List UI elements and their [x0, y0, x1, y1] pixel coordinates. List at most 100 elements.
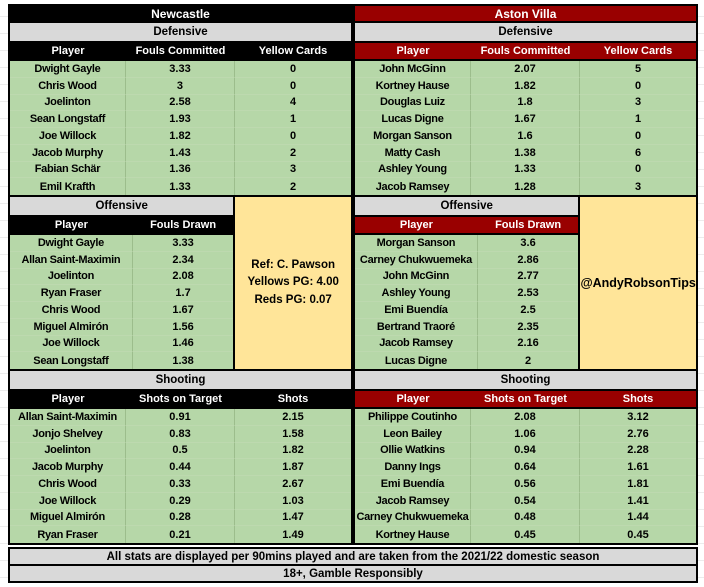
table-row: Sean Longstaff 1.38 — [10, 352, 234, 369]
table-row: John McGinn 2.77 — [355, 268, 579, 286]
twitter-handle: @AndyRobsonTips — [580, 275, 696, 290]
player-name-cell: Joe Willock — [10, 128, 126, 145]
table-row: Chris Wood 3 0 — [10, 77, 351, 95]
stat-value-cell: 0 — [580, 161, 696, 179]
stat-value-cell: 1.33 — [125, 178, 236, 195]
player-name-cell: Carney Chukwuemeka — [355, 251, 478, 269]
table-row: Chris Wood 0.33 2.67 — [10, 476, 351, 493]
shooting-column-headers: Player Shots on Target Shots — [355, 389, 696, 409]
player-name-cell: Jacob Ramsey — [355, 178, 471, 195]
twitter-handle-box: @AndyRobsonTips — [578, 197, 696, 369]
column-header-fouls-committed: Fouls Committed — [480, 45, 571, 57]
stat-value-cell: 3.12 — [580, 409, 696, 426]
newcastle-defensive-section: Defensive Player Fouls Committed Yellow … — [8, 21, 353, 197]
stat-value-cell: 0 — [235, 77, 351, 95]
player-name-cell: Joelinton — [10, 442, 126, 460]
stat-value-cell: 0.54 — [470, 492, 581, 510]
offensive-table-body: Morgan Sanson 3.6 Carney Chukwuemeka 2.86 Jo… — [355, 235, 579, 369]
stat-value-cell: 1.41 — [580, 492, 696, 510]
stat-value-cell: 0 — [580, 128, 696, 145]
stat-value-cell: 2.35 — [477, 318, 579, 336]
shooting-section-title: Shooting — [10, 371, 351, 389]
stat-value-cell: 1.06 — [470, 425, 581, 443]
stat-value-cell: 0.91 — [125, 409, 236, 426]
stat-value-cell: 2.86 — [477, 251, 579, 269]
stat-value-cell: 3.33 — [132, 235, 234, 252]
table-row: Miguel Almirón 1.56 — [10, 318, 234, 336]
column-header-fouls-drawn: Fouls Drawn — [150, 219, 217, 231]
player-name-cell: Ashley Young — [355, 161, 471, 179]
stat-value-cell: 3 — [235, 161, 351, 179]
referee-info-box: Ref: C. Pawson Yellows PG: 4.00 Reds PG:… — [233, 197, 351, 369]
stat-value-cell: 3.6 — [477, 235, 579, 252]
column-header-fouls-committed: Fouls Committed — [135, 45, 226, 57]
player-name-cell: Leon Bailey — [355, 425, 471, 443]
player-name-cell: Danny Ings — [355, 459, 471, 476]
aston-villa-table: Aston Villa Defensive Player Fouls Commi… — [353, 4, 698, 549]
stat-value-cell: 0.64 — [470, 459, 581, 476]
table-row: Ryan Fraser 0.21 1.49 — [10, 526, 351, 543]
stat-value-cell: 0.45 — [580, 526, 696, 543]
table-row: Ryan Fraser 1.7 — [10, 285, 234, 302]
table-row: Ollie Watkins 0.94 2.28 — [355, 442, 696, 460]
stat-value-cell: 0.5 — [125, 442, 236, 460]
shooting-table-body: Allan Saint-Maximin 0.91 2.15 Jonjo Shelvey… — [10, 409, 351, 543]
table-row: Emi Buendía 0.56 1.81 — [355, 476, 696, 493]
player-name-cell: Jacob Ramsey — [355, 335, 478, 353]
offensive-column-headers: Player Fouls Drawn — [355, 215, 579, 235]
column-header-yellow-cards: Yellow Cards — [603, 45, 673, 57]
player-name-cell: Douglas Luiz — [355, 94, 471, 112]
stat-value-cell: 1 — [580, 111, 696, 128]
player-name-cell: Jacob Murphy — [10, 144, 126, 162]
player-name-cell: Emi Buendía — [355, 476, 471, 493]
player-name-cell: Sean Longstaff — [10, 111, 126, 128]
player-name-cell: Joe Willock — [10, 335, 133, 353]
stat-value-cell: 1.67 — [470, 111, 581, 128]
stat-value-cell: 2.67 — [235, 476, 351, 493]
ref-name: Ref: C. Pawson — [251, 259, 336, 272]
player-name-cell: Dwight Gayle — [10, 61, 126, 78]
stat-value-cell: 0.83 — [125, 425, 236, 443]
player-name-cell: Ryan Fraser — [10, 285, 133, 302]
stat-value-cell: 1.82 — [470, 77, 581, 95]
stat-value-cell: 0 — [235, 128, 351, 145]
stat-value-cell: 1.61 — [580, 459, 696, 476]
stat-value-cell: 0 — [580, 77, 696, 95]
player-name-cell: Carney Chukwuemeka — [355, 509, 471, 527]
player-name-cell: Dwight Gayle — [10, 235, 133, 252]
stat-value-cell: 4 — [235, 94, 351, 112]
player-name-cell: Kortney Hause — [355, 526, 471, 543]
defensive-column-headers: Player Fouls Committed Yellow Cards — [10, 41, 351, 61]
player-name-cell: Ollie Watkins — [355, 442, 471, 460]
player-name-cell: Kortney Hause — [355, 77, 471, 95]
defensive-section-title: Defensive — [355, 23, 696, 41]
stat-value-cell: 1.56 — [132, 318, 234, 336]
stats-sheet: Newcastle Defensive Player Fouls Committ… — [8, 4, 698, 583]
table-row: Bertrand Traoré 2.35 — [355, 318, 579, 336]
villa-shooting-section: Shooting Player Shots on Target Shots Ph… — [353, 369, 698, 545]
table-row: Jacob Ramsey 0.54 1.41 — [355, 492, 696, 510]
table-row: Douglas Luiz 1.8 3 — [355, 94, 696, 112]
stat-value-cell: 1.49 — [235, 526, 351, 543]
player-name-cell: Chris Wood — [10, 302, 133, 319]
table-row: Joe Willock 1.82 0 — [10, 128, 351, 145]
stat-value-cell: 2.15 — [235, 409, 351, 426]
player-name-cell: Ashley Young — [355, 285, 478, 302]
player-name-cell: Miguel Almirón — [10, 509, 126, 527]
column-header-player: Player — [396, 45, 430, 57]
stat-value-cell: 2.58 — [125, 94, 236, 112]
table-row: Dwight Gayle 3.33 — [10, 235, 234, 252]
responsible-gambling-bar: 18+, Gamble Responsibly — [8, 564, 698, 583]
stat-value-cell: 1.38 — [132, 352, 234, 369]
player-name-cell: Ryan Fraser — [10, 526, 126, 543]
column-header-shots-on-target: Shots on Target — [139, 393, 222, 405]
table-row: Morgan Sanson 3.6 — [355, 235, 579, 252]
defensive-table-body: John McGinn 2.07 5 Kortney Hause 1.82 0 Dougla… — [355, 61, 696, 195]
offensive-table: Offensive Player Fouls Drawn Morgan Sans… — [355, 197, 579, 369]
table-row: Morgan Sanson 1.6 0 — [355, 128, 696, 145]
villa-offensive-section: Offensive Player Fouls Drawn Morgan Sans… — [353, 195, 698, 371]
stat-value-cell: 0.28 — [125, 509, 236, 527]
player-name-cell: Joe Willock — [10, 492, 126, 510]
table-row: Joelinton 0.5 1.82 — [10, 442, 351, 460]
offensive-column-headers: Player Fouls Drawn — [10, 215, 234, 235]
